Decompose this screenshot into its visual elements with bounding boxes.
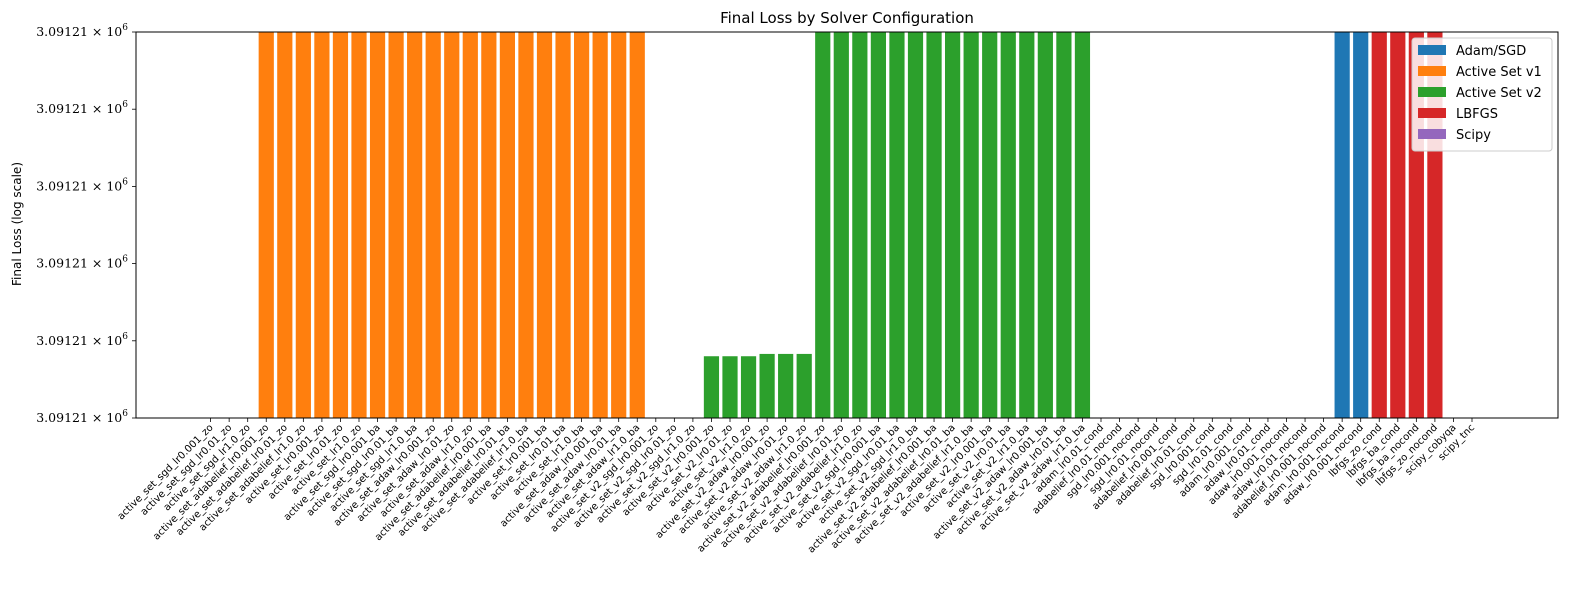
bar-active_set_v2_adaw_lr1.0_ba [1074,32,1091,418]
legend-swatch [1418,87,1446,97]
legend-swatch [1418,66,1446,76]
bar-active_set_lr0.001_zo [314,32,330,418]
bar-active_set_v2_adabelief_lr1.0_zo [852,32,868,418]
chart-title: Final Loss by Solver Configuration [720,9,974,27]
bar-active_set_adabelief_lr0.001_ba [481,32,497,418]
legend-label: LBFGS [1456,107,1498,122]
y-tick-label: 3.09121 × 106 [36,409,128,425]
legend-label: Active Set v1 [1456,65,1542,80]
bar-active_set_adaw_lr0.001_ba [592,32,608,418]
bar-active_set_adabelief_lr1.0_ba [518,32,534,418]
bar-active_set_v2_lr1.0_ba [1019,32,1035,418]
bar-active_set_v2_lr0.001_ba [982,32,998,418]
x-axis-ticks: active_set_sgd_lr0.001_zoactive_set_sgd_… [116,418,1477,555]
bar-active_set_lr1.0_zo [351,32,367,418]
bar-active_set_v2_lr0.001_zo [703,356,720,418]
bar-active_set_v2_lr0.01_ba [1000,32,1016,418]
bar-lbfgs_zo_cond [1371,32,1387,418]
bar-active_set_v2_lr0.01_zo [722,356,738,418]
y-tick-label: 3.09121 × 106 [36,177,128,193]
bar-active_set_v2_sgd_lr0.001_ba [870,32,886,418]
bar-active_set_v2_adabelief_lr0.01_ba [945,32,961,418]
legend-label: Scipy [1456,128,1491,143]
bar-active_set_sgd_lr0.01_ba [388,32,404,418]
y-tick-label: 3.09121 × 106 [36,332,128,348]
bar-active_set_v2_adabelief_lr0.001_ba [926,32,942,418]
bar-active_set_lr0.001_ba [536,32,553,418]
bar-active_set_sgd_lr1.0_ba [407,32,423,418]
y-tick-label: 3.09121 × 106 [36,100,128,116]
y-tick-label: 3.09121 × 106 [36,255,128,271]
bar-active_set_adabelief_lr1.0_zo [295,32,311,418]
bar-active_set_adaw_lr0.01_ba [611,32,627,418]
bar-lbfgs_ba_cond [1390,32,1406,418]
bar-active_set_adabelief_lr0.001_zo [258,32,274,418]
bar-active_set_lr0.01_zo [332,32,349,418]
plot-frame [135,31,1559,419]
bar-adam_lr0.001_nocond [1334,32,1350,418]
legend-swatch [1418,45,1446,55]
y-axis-ticks: 3.09121 × 106 3.09121 × 106 3.09121 × 106 3… [36,23,136,425]
bar-active_set_adabelief_lr0.01_ba [499,32,515,418]
bar-active_set_v2_adaw_lr0.001_ba [1037,32,1053,418]
bar-active_set_v2_adabelief_lr0.001_zo [815,32,831,418]
legend-swatch [1418,108,1446,118]
bar-active_set_v2_lr1.0_zo [740,356,757,418]
legend-swatch [1418,129,1446,139]
y-axis-label: Final Loss (log scale) [10,162,24,286]
bar-active_set_adaw_lr0.01_zo [444,32,460,418]
bars [258,32,1443,418]
legend-label: Adam/SGD [1456,44,1526,59]
bar-active_set_adaw_lr1.0_ba [629,32,645,418]
bar-active_set_sgd_lr0.001_ba [369,32,386,418]
bar-active_set_adaw_lr0.001_zo [425,32,441,418]
y-tick-label: 3.09121 × 106 [36,23,128,39]
legend: Adam/SGD Active Set v1 Active Set v2 LBFGS S… [1411,37,1553,152]
bar-active_set_v2_adaw_lr1.0_zo [796,353,812,418]
bar-active_set_v2_adaw_lr0.001_zo [759,353,775,418]
bar-active_set_v2_sgd_lr0.01_ba [889,32,905,418]
legend-frame [1411,37,1553,152]
bar-active_set_v2_adaw_lr0.01_zo [778,353,794,418]
bar-active_set_lr0.01_ba [555,32,571,418]
bar-active_set_adabelief_lr0.01_zo [277,32,293,418]
bar-active_set_v2_sgd_lr1.0_ba [907,32,924,418]
bar-adaw_lr0.001_nocond [1353,32,1369,418]
legend-label: Active Set v2 [1456,86,1542,101]
bar-active_set_v2_adabelief_lr1.0_ba [963,32,979,418]
bar-active_set_adaw_lr1.0_zo [462,32,478,418]
bar-active_set_lr1.0_ba [574,32,590,418]
bar-active_set_v2_adaw_lr0.01_ba [1056,32,1072,418]
bar-active_set_v2_adabelief_lr0.01_zo [833,32,849,418]
